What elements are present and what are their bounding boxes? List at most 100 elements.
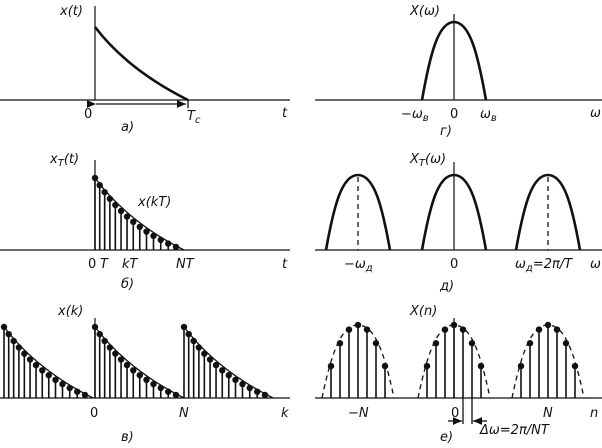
panel-a: x(t) 0 Tc t а) [0, 4, 290, 135]
panel-e-lobe-left [324, 173, 392, 251]
panel-c-tick-n: N [179, 406, 189, 421]
panel-e-neg-sub: д [365, 263, 373, 274]
panel-b-caption: б) [121, 277, 134, 292]
panel-c-sample-dot [143, 376, 150, 384]
panel-e-zero: 0 [450, 257, 458, 272]
panel-f-pos: N [543, 406, 553, 421]
panel-d: X(ω) −ωв 0 ωв ω г) [315, 4, 602, 139]
panel-f-sample-dot [459, 326, 467, 333]
panel-b-ylabel-main: x [49, 152, 58, 167]
panel-b-samples [91, 174, 180, 251]
panel-b-sample-dot [136, 223, 143, 231]
panel-b-ylabel-sub: T [58, 158, 65, 169]
panel-d-zero: 0 [450, 107, 458, 122]
panel-c-sample-dot [117, 356, 125, 363]
panel-b-ylabel: xT(t) [49, 152, 79, 169]
panel-f-caption: е) [440, 430, 453, 445]
panel-e-pos-sub: д [525, 263, 533, 274]
panel-f-zero: 0 [451, 406, 459, 421]
panel-d-caption: г) [440, 124, 452, 139]
panel-f-sample-dot [345, 326, 353, 333]
panel-c-sample-dot [15, 344, 23, 351]
panel-d-neg-sub: в [423, 113, 429, 124]
panel-f-sample-dot [423, 362, 431, 370]
panel-f-sample-dot [363, 326, 371, 333]
panel-b-tick-0: 0 [88, 257, 96, 272]
panel-c-sample-dot [0, 323, 8, 331]
panel-e-neg-label: −ωд [344, 257, 373, 274]
panel-d-pos: ω [480, 107, 491, 122]
panel-c-sample-dot [32, 361, 40, 369]
panel-f-sample-dot [553, 326, 561, 333]
panel-f-sample-dot [441, 326, 449, 333]
panel-e-lobe-right [514, 173, 582, 251]
panel-f-sample-dot [372, 340, 380, 347]
panel-f-neg: −N [348, 406, 369, 421]
panel-c-sample-dot [74, 388, 81, 395]
panel-e-pos-tail: =2π/T [533, 257, 573, 272]
panel-a-caption: а) [121, 120, 134, 135]
panel-f-ylabel: X(n) [409, 304, 437, 319]
panel-c-sample-dot [101, 337, 108, 345]
panel-c-sample-dot [59, 380, 66, 388]
panel-b: xT(t) x(kT) 0 T kT NT t б) [0, 152, 290, 292]
panel-c-sample-dot [26, 356, 34, 363]
panel-c-sample-dot [180, 323, 188, 331]
panel-d-pos-sub: в [491, 113, 497, 124]
panel-b-ylabel-tail: (t) [64, 152, 79, 167]
panel-b-sample-dot [165, 240, 172, 247]
panel-e-neg: −ω [344, 257, 366, 272]
panel-b-sample-dot [96, 182, 103, 189]
panel-e-lobe-center [420, 173, 488, 251]
panel-a-origin: 0 [84, 107, 92, 122]
panel-b-sample-dot [123, 213, 131, 220]
panel-c-sample-dot [261, 391, 269, 399]
panel-d-neg: −ω [401, 107, 423, 122]
panel-c-caption: в) [121, 430, 134, 445]
panel-c-sample-dot [130, 367, 137, 374]
panel-c-sample-dot [66, 384, 73, 392]
panel-b-sample-dot [91, 174, 99, 182]
panel-f-sample-dot [381, 362, 389, 370]
panel-c-sample-dot [212, 361, 220, 369]
panel-c-sample-dot [254, 388, 261, 395]
panel-c-sample-dot [45, 372, 52, 379]
panel-f-sample-dot [354, 321, 362, 329]
panel-f-sample-dot [336, 340, 344, 347]
panel-e-ylabel-tail: (ω) [425, 152, 446, 167]
panel-c-sample-dot [172, 391, 180, 399]
panel-b-sample-dot [130, 218, 137, 226]
panel-f-sample-dot [450, 321, 458, 329]
panel-b-tick-nt: NT [176, 257, 195, 272]
panel-b-sample-dot [172, 243, 180, 251]
panel-f-sample-dot [327, 362, 335, 370]
panel-c-sample-dot [123, 361, 131, 369]
panel-c-sample-dot [201, 350, 208, 357]
panel-b-tick-t: T [100, 257, 109, 272]
panel-f-sample-dot [544, 321, 552, 329]
panel-c-sample-dot [232, 376, 239, 384]
panel-c-sample-dot [219, 367, 226, 374]
panel-c-sample-dot [239, 380, 246, 388]
panel-b-tick-kt: kT [122, 257, 139, 272]
panel-c-xlabel: k [281, 406, 289, 421]
panel-c-sample-dot [190, 337, 197, 345]
panel-d-pos-label: ωв [480, 107, 497, 124]
panel-a-tc-label: Tc [187, 109, 201, 126]
panel-c-sample-dot [106, 344, 114, 351]
panel-f-sample-dot [517, 362, 525, 370]
panel-c-sample-dot [5, 330, 12, 338]
panel-c-sample-dot [112, 350, 119, 357]
panel-c-sample-dot [21, 350, 28, 357]
panel-f-sample-dot [432, 340, 440, 347]
panel-e-pos: ω [515, 257, 526, 272]
panel-e-xlabel: ω [590, 257, 601, 272]
panel-c-sample-dot [39, 367, 46, 374]
panel-c-ylabel: x(k) [57, 304, 83, 319]
panel-d-ylabel: X(ω) [409, 4, 440, 19]
panel-c-sample-dot [136, 372, 143, 379]
panel-e-ylabel: XT(ω) [409, 152, 446, 169]
panel-f-sample-dot [571, 362, 579, 370]
panel-b-sample-dot [150, 232, 157, 240]
panel-e-ylabel-main: X [409, 152, 420, 167]
